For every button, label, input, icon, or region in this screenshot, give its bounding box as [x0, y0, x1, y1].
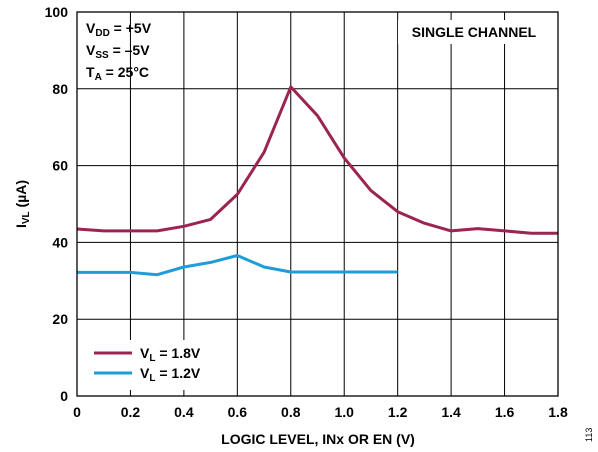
y-axis-label-main: I: [13, 224, 29, 228]
legend-label: VL = 1.2V: [140, 365, 201, 384]
x-tick-label: 0: [73, 404, 81, 420]
plot-frame: [76, 11, 559, 397]
x-tick-label: 0.6: [228, 404, 248, 420]
x-tick-labels: 0 0.2 0.4 0.6 0.8 1.0 1.2 1.4 1.6 1.8: [73, 404, 568, 420]
legend-label: VL = 1.8V: [140, 345, 201, 364]
y-tick-labels: 0 20 40 60 80 100: [45, 4, 69, 404]
y-tick-label: 100: [45, 4, 69, 20]
x-tick-label: 1.6: [495, 404, 515, 420]
x-tick-label: 1.0: [334, 404, 354, 420]
conditions-block: VDD = +5V VSS = –5V TA = 25°C: [86, 20, 152, 83]
x-tick-label: 1.4: [441, 404, 461, 420]
x-tick-label: 0.2: [121, 404, 141, 420]
series-line-1: [76, 85, 558, 235]
condition-text: VSS = –5V: [86, 42, 150, 61]
x-tick-label: 1.8: [548, 404, 568, 420]
x-tick-label: 1.2: [388, 404, 408, 420]
figure-number: 113: [584, 428, 594, 442]
condition-text: VDD = +5V: [86, 20, 152, 39]
single-channel-annotation: SINGLE CHANNEL: [412, 24, 537, 40]
series-lines: [76, 85, 558, 277]
y-tick-label: 80: [52, 81, 68, 97]
y-axis-label-unit: (µA): [13, 180, 29, 211]
x-axis-label: LOGIC LEVEL, INx OR EN (V): [221, 431, 415, 447]
y-tick-label: 20: [52, 311, 68, 327]
y-tick-label: 60: [52, 158, 68, 174]
y-tick-label: 0: [60, 388, 68, 404]
y-axis-label: IVL (µA): [13, 180, 32, 228]
plot-area: [77, 12, 558, 396]
series-line-2: [77, 254, 398, 277]
annotation-background: [398, 20, 552, 44]
grid: [77, 12, 558, 396]
x-tick-label: 0.8: [281, 404, 301, 420]
x-tick-label: 0.4: [174, 404, 194, 420]
y-axis-label-sub: VL: [21, 211, 32, 224]
y-tick-label: 40: [52, 234, 68, 250]
legend-background: [86, 340, 226, 390]
condition-text: TA = 25°C: [86, 64, 149, 83]
